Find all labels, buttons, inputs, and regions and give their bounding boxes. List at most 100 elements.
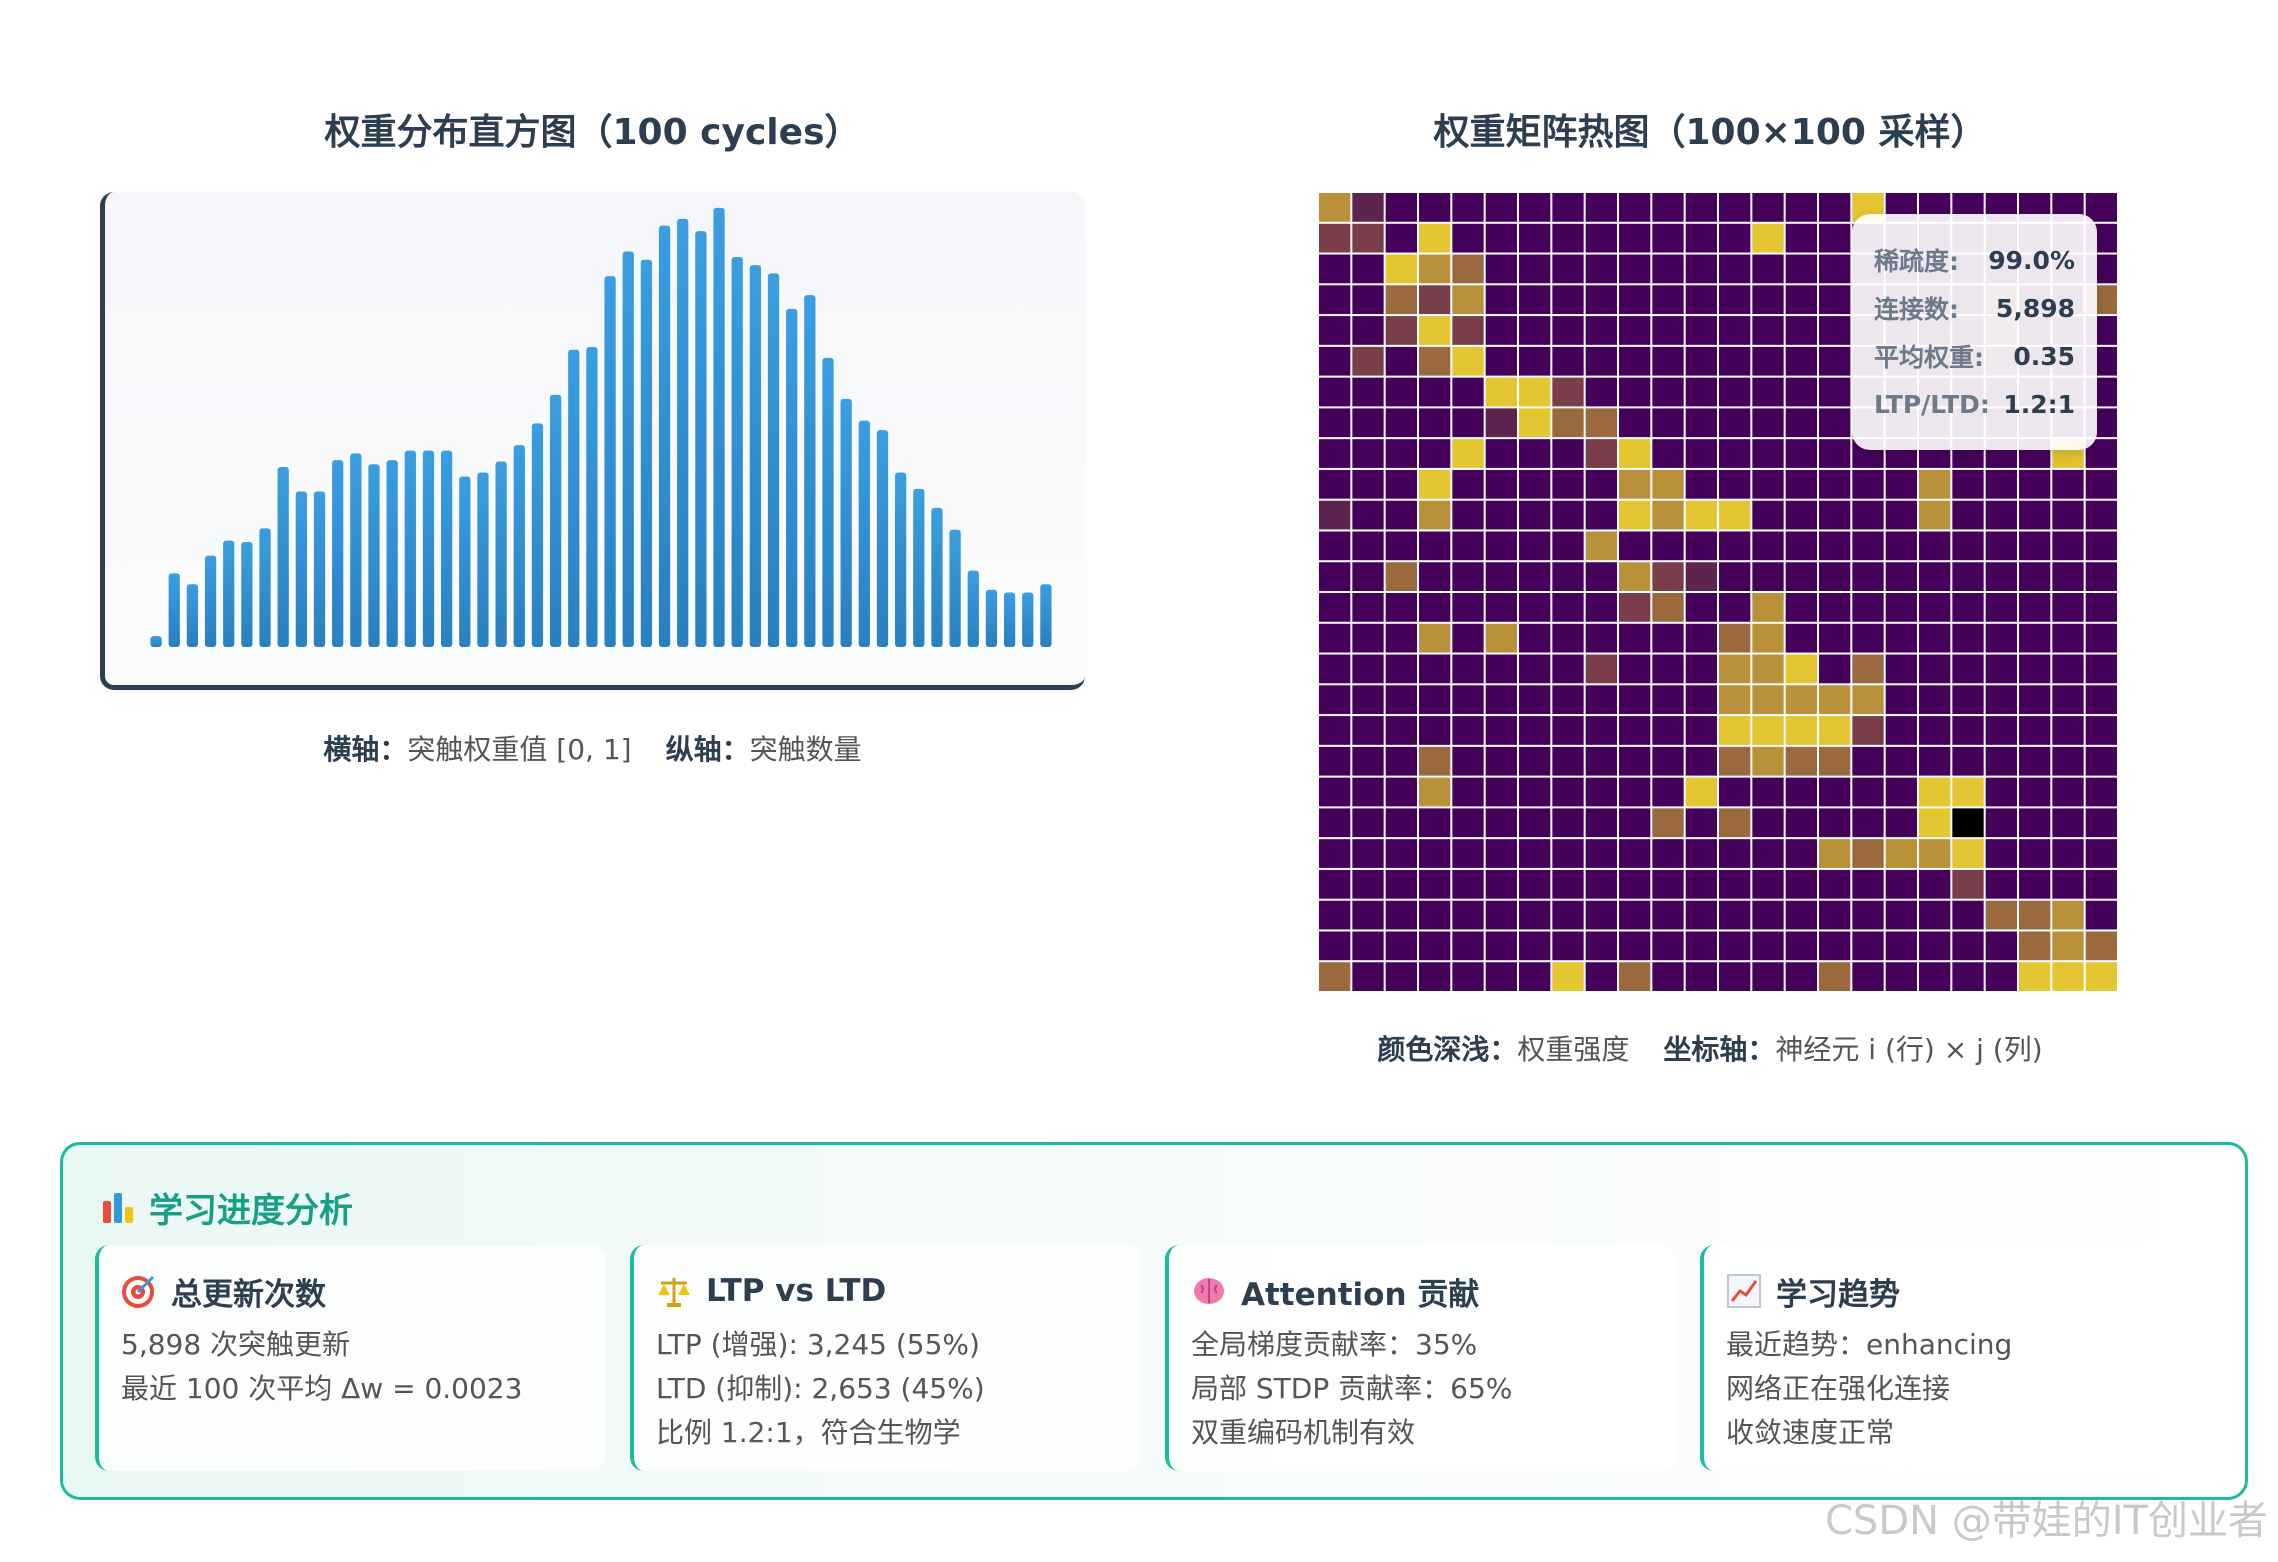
heatmap-cell: [1319, 716, 1351, 745]
heatmap-cell: [1785, 962, 1817, 991]
heatmap-cell: [1819, 377, 1851, 407]
heatmap-cell: [1685, 377, 1717, 407]
heatmap-axis-key: 坐标轴：: [1663, 1033, 1776, 1066]
heatmap-cell: [1619, 808, 1651, 838]
heatmap-cell: [2052, 900, 2084, 930]
heatmap-cell: [1652, 654, 1684, 684]
heatmap-cell: [1785, 623, 1817, 653]
heatmap-cell: [1719, 316, 1751, 345]
heatmap-cell: [1885, 900, 1917, 930]
stat-key: 稀疏度:: [1874, 247, 1959, 276]
heatmap-cell: [1485, 469, 1517, 499]
heatmap-cell: [1752, 900, 1784, 930]
heatmap-cell: [1519, 869, 1551, 899]
histogram-bar: [858, 420, 870, 647]
heatmap-cell: [1852, 962, 1884, 991]
heatmap-cell: [1485, 777, 1517, 807]
heatmap-cell: [1319, 346, 1351, 376]
heatmap-cell: [1352, 931, 1384, 961]
heatmap-cell: [1452, 500, 1484, 530]
heatmap-cell: [1719, 500, 1751, 530]
heatmap-cell: [1385, 469, 1417, 499]
heatmap-cell: [1952, 500, 1984, 530]
heatmap-cell: [2085, 469, 2117, 499]
stat-row: 平均权重: 0.35: [1874, 332, 2075, 380]
heatmap-cell: [1652, 931, 1684, 961]
heatmap-chart: 稀疏度: 99.0% 连接数: 5,898 平均权重: 0.35 LTP/LTD: 1.2:1: [1318, 192, 2118, 992]
heatmap-cell: [1552, 808, 1584, 838]
histogram-bar: [204, 555, 217, 647]
histogram-bar: [277, 467, 289, 647]
heatmap-cell: [2085, 777, 2117, 807]
heatmap-cell: [1785, 193, 1817, 222]
heatmap-cell: [1485, 377, 1517, 407]
heatmap-cell: [1352, 285, 1384, 315]
heatmap-cell: [1985, 469, 2017, 499]
heatmap-cell: [1719, 654, 1751, 684]
heatmap-cell: [1785, 254, 1817, 284]
heatmap-cell: [1585, 685, 1617, 715]
heatmap-cell: [2019, 531, 2051, 561]
heatmap-cell: [1552, 746, 1584, 776]
histogram-bar: [895, 472, 907, 647]
heatmap-cell: [1385, 408, 1417, 438]
heatmap-cell: [1952, 562, 1984, 591]
heatmap-cell: [1719, 562, 1751, 591]
heatmap-cell: [1985, 623, 2017, 653]
heatmap-cell: [1585, 716, 1617, 745]
heatmap-cell: [1619, 500, 1651, 530]
heatmap-cell: [1752, 193, 1784, 222]
heatmap-cell: [1585, 531, 1617, 561]
heatmap-cell: [1452, 193, 1484, 222]
heatmap-cell: [1852, 500, 1884, 530]
heatmap-cell: [1752, 931, 1784, 961]
heatmap-cell: [1952, 808, 1984, 838]
heatmap-cell: [1485, 746, 1517, 776]
heatmap-cell: [1452, 469, 1484, 499]
heatmap-cell: [1352, 316, 1384, 345]
heatmap-cell: [1619, 377, 1651, 407]
heatmap-cell: [1719, 346, 1751, 376]
heatmap-cell: [2019, 869, 2051, 899]
heatmap-cell: [1485, 500, 1517, 530]
heatmap-cell: [1519, 931, 1551, 961]
heatmap-cell: [1752, 562, 1784, 591]
heatmap-cell: [1452, 869, 1484, 899]
heatmap-cell: [1885, 716, 1917, 745]
heatmap-cell: [1952, 839, 1984, 868]
heatmap-cell: [1685, 531, 1717, 561]
heatmap-cell: [1419, 869, 1451, 899]
histogram-bar: [604, 276, 616, 647]
heatmap-cell: [1652, 900, 1684, 930]
heatmap-cell: [1919, 685, 1951, 715]
heatmap-cell: [1519, 777, 1551, 807]
heatmap-cell: [1652, 346, 1684, 376]
heatmap-cell: [1452, 377, 1484, 407]
heatmap-cell: [2052, 869, 2084, 899]
heatmap-cell: [1752, 223, 1784, 253]
heatmap-cell: [1885, 869, 1917, 899]
heatmap-cell: [1819, 716, 1851, 745]
heatmap-cell: [1319, 316, 1351, 345]
histogram-bar: [150, 636, 162, 647]
histogram-bar: [767, 273, 780, 647]
heatmap-cell: [2019, 746, 2051, 776]
heatmap-cell: [2019, 931, 2051, 961]
heatmap-cell: [1785, 685, 1817, 715]
heatmap-cell: [1652, 254, 1684, 284]
heatmap-cell: [1652, 469, 1684, 499]
heatmap-cell: [1519, 562, 1551, 591]
heatmap-cell: [1452, 316, 1484, 345]
heatmap-cell: [1585, 316, 1617, 345]
heatmap-cell: [1819, 408, 1851, 438]
heatmap-cell: [1352, 654, 1384, 684]
heatmap-cell: [1885, 562, 1917, 591]
heatmap-cell: [2019, 808, 2051, 838]
heatmap-cell: [1585, 469, 1617, 499]
histogram-bar: [186, 584, 199, 647]
heatmap-cell: [1952, 716, 1984, 745]
stat-value: 0.35: [2013, 341, 2075, 371]
heatmap-cell: [1785, 746, 1817, 776]
heatmap-cell: [1819, 808, 1851, 838]
heatmap-cell: [1519, 623, 1551, 653]
